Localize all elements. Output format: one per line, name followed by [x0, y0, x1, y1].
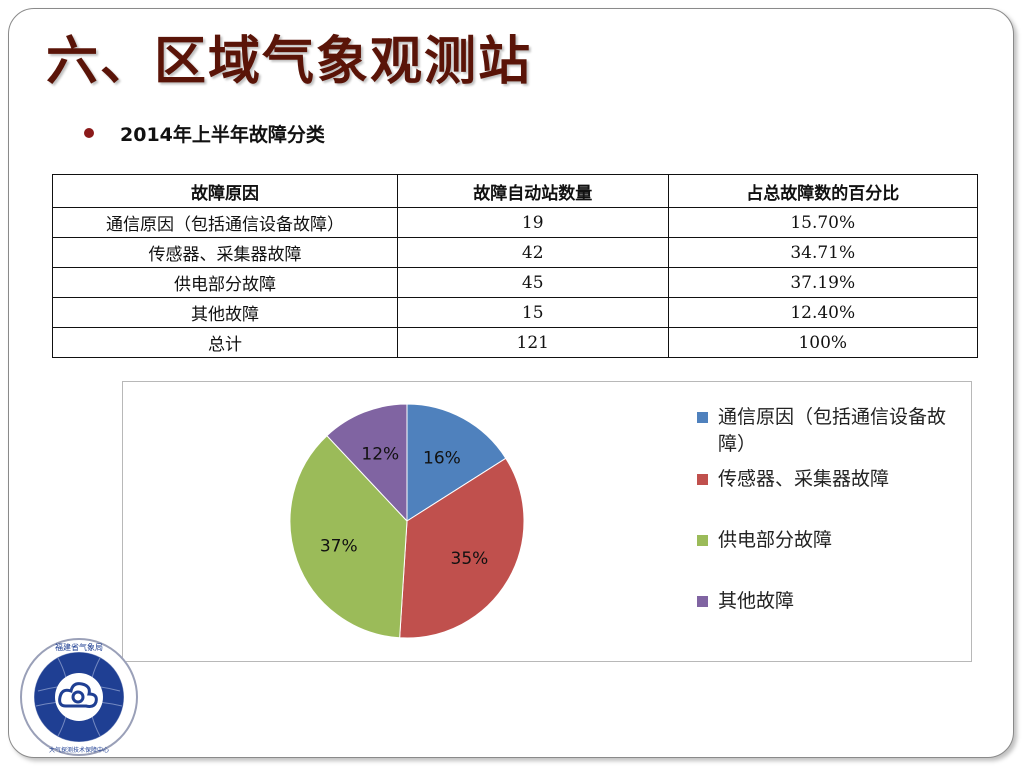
table-row: 通信原因（包括通信设备故障） 19 15.70%: [52, 207, 978, 238]
logo-text-bottom: 大气探测技术保障中心: [49, 746, 109, 754]
cma-logo: 福建省气象局 大气探测技术保障中心: [20, 638, 138, 756]
table-cell: 15: [396, 297, 669, 328]
table-cell: 45: [396, 267, 669, 298]
legend-swatch: [697, 412, 708, 423]
table-row-total: 总计 121 100%: [52, 327, 978, 358]
legend-label: 其他故障: [718, 590, 795, 612]
pie-slice-label: 12%: [361, 445, 399, 465]
legend-item: 通信原因（包括通信设备故障）: [697, 404, 967, 458]
slide-title: 六、区域气象观测站: [46, 31, 533, 92]
table-cell: 34.71%: [667, 237, 978, 268]
legend-swatch: [697, 535, 708, 546]
legend-label: 传感器、采集器故障: [718, 468, 890, 490]
table-cell: 供电部分故障: [52, 267, 398, 298]
table-cell: 其他故障: [52, 297, 398, 328]
bullet-item: 2014年上半年故障分类: [84, 118, 325, 148]
table-row: 传感器、采集器故障 42 34.71%: [52, 237, 978, 268]
logo-text-top: 福建省气象局: [55, 642, 103, 652]
bullet-dot-icon: [84, 128, 94, 138]
table-cell: 通信原因（包括通信设备故障）: [52, 207, 398, 238]
pie-slice-label: 37%: [320, 537, 358, 557]
pie-chart: 16% 35% 37% 12% 通信原因（包括通信设备故障） 传感器、采集器故障 供电部分…: [122, 381, 972, 662]
pie-slice: [326, 403, 408, 523]
fault-table: 故障原因 故障自动站数量 占总故障数的百分比 通信原因（包括通信设备故障） 19…: [52, 174, 978, 358]
table-cell: 121: [396, 327, 669, 358]
legend-swatch: [697, 474, 708, 485]
pie-chart-plot: 16% 35% 37% 12%: [289, 403, 525, 639]
table-cell: 12.40%: [667, 297, 978, 328]
legend-item: 传感器、采集器故障: [697, 466, 967, 493]
table-row: 供电部分故障 45 37.19%: [52, 267, 978, 298]
bullet-text: 2014年上半年故障分类: [120, 123, 325, 146]
table-cell: 42: [396, 237, 669, 268]
pie-slice: [399, 457, 525, 639]
table-row: 其他故障 15 12.40%: [52, 297, 978, 328]
table-cell: 19: [396, 207, 669, 238]
table-cell: 15.70%: [667, 207, 978, 238]
pie-slice-label: 16%: [423, 448, 461, 468]
table-header-percent: 占总故障数的百分比: [667, 174, 978, 208]
table-cell: 100%: [667, 327, 978, 358]
legend-item: 其他故障: [697, 588, 967, 615]
table-cell: 传感器、采集器故障: [52, 237, 398, 268]
legend-label: 供电部分故障: [718, 529, 833, 551]
table-header-row: 故障原因 故障自动站数量 占总故障数的百分比: [52, 174, 978, 208]
pie-slice: [406, 403, 507, 522]
table-cell: 37.19%: [667, 267, 978, 298]
pie-slice-label: 35%: [451, 549, 489, 569]
legend-label: 通信原因（包括通信设备故障）: [718, 406, 947, 455]
pie-slice: [289, 435, 408, 639]
table-header-cause: 故障原因: [52, 174, 398, 208]
table-header-count: 故障自动站数量: [396, 174, 669, 208]
table-cell: 总计: [52, 327, 398, 358]
legend-swatch: [697, 596, 708, 607]
legend-item: 供电部分故障: [697, 527, 967, 554]
